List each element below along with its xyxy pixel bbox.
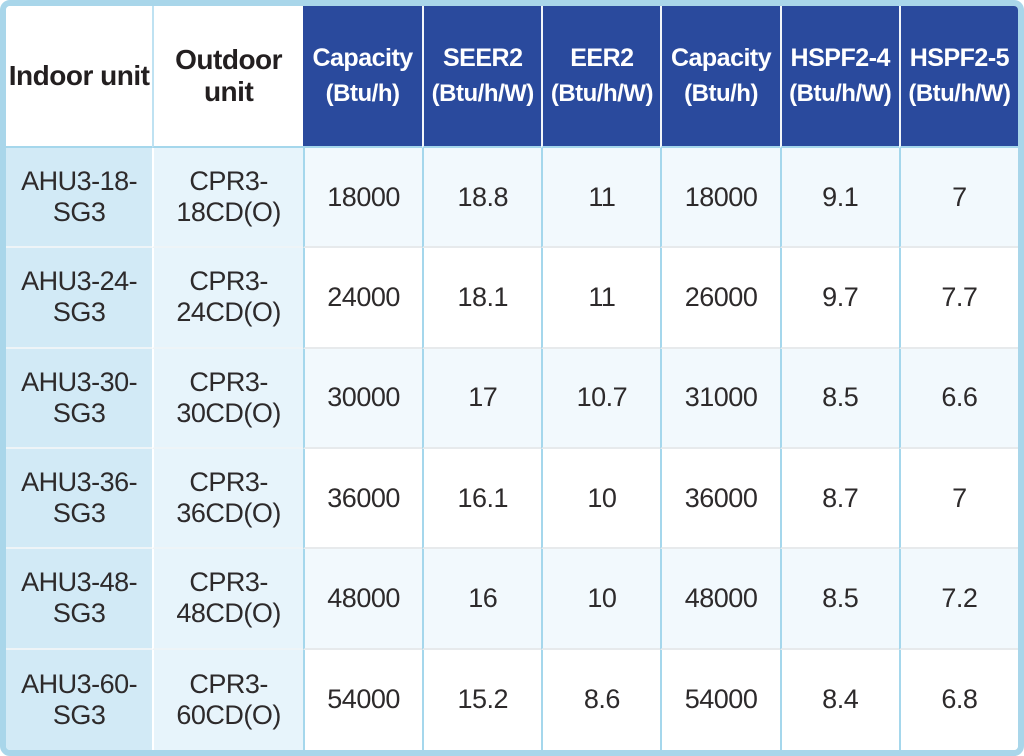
- header-cell-seer2: SEER2 (Btu/h/W): [422, 6, 542, 148]
- header-cell-capacity-cooling: Capacity (Btu/h): [303, 6, 423, 148]
- unit-spec-table: Indoor unit Outdoor unit Capacity (Btu/h…: [6, 6, 1018, 750]
- capacity-heating-cell: 31000: [660, 348, 780, 449]
- table-row: AHU3-36-SG3 CPR3-36CD(O) 36000 16.1 10 3…: [6, 448, 1018, 550]
- header-label: HSPF2-5: [909, 44, 1010, 73]
- hspf2-5-cell: 6.8: [898, 649, 1018, 750]
- table-row: AHU3-60-SG3 CPR3-60CD(O) 54000 15.2 8.6 …: [6, 649, 1018, 750]
- outdoor-unit-cell: CPR3-36CD(O): [152, 448, 303, 550]
- seer2-cell: 17: [422, 348, 542, 449]
- header-label: Indoor unit: [8, 60, 150, 91]
- header-cell-indoor-unit: Indoor unit: [6, 6, 153, 148]
- header-unit-label: (Btu/h/W): [431, 79, 535, 107]
- header-unit-label: (Btu/h): [684, 79, 758, 107]
- capacity-cooling-cell: 18000: [303, 148, 423, 249]
- header-cell-hspf2-4: HSPF2-4 (Btu/h/W): [779, 6, 899, 148]
- header-unit-label: (Btu/h/W): [789, 79, 892, 107]
- hspf2-4-cell: 9.1: [779, 148, 899, 249]
- table-row: AHU3-48-SG3 CPR3-48CD(O) 48000 16 10 480…: [6, 549, 1018, 650]
- header-label: Outdoor unit: [175, 44, 283, 107]
- seer2-cell: 16: [422, 549, 542, 650]
- hspf2-4-cell: 8.5: [779, 348, 899, 449]
- indoor-unit-cell: AHU3-30-SG3: [6, 348, 153, 449]
- eer2-cell: 10: [541, 448, 661, 550]
- header-unit-label: (Btu/h/W): [550, 79, 654, 107]
- capacity-cooling-cell: 48000: [303, 549, 423, 650]
- table-row: AHU3-18-SG3 CPR3-18CD(O) 18000 18.8 11 1…: [6, 148, 1018, 249]
- header-unit-label: (Btu/h/W): [908, 79, 1011, 107]
- capacity-cooling-cell: 30000: [303, 348, 423, 449]
- header-cell-capacity-heating: Capacity (Btu/h): [660, 6, 780, 148]
- outdoor-unit-cell: CPR3-48CD(O): [152, 549, 303, 650]
- header-label: Capacity: [670, 44, 772, 73]
- outdoor-unit-cell: CPR3-18CD(O): [152, 148, 303, 249]
- outdoor-unit-cell: CPR3-24CD(O): [152, 248, 303, 349]
- indoor-unit-cell: AHU3-24-SG3: [6, 248, 153, 349]
- hspf2-4-cell: 8.4: [779, 649, 899, 750]
- hspf2-4-cell: 9.7: [779, 248, 899, 349]
- capacity-heating-cell: 54000: [660, 649, 780, 750]
- header-unit-label: (Btu/h): [325, 79, 400, 107]
- hspf2-4-cell: 8.7: [779, 448, 899, 550]
- header-label: Capacity: [312, 44, 413, 73]
- seer2-cell: 18.8: [422, 148, 542, 249]
- outdoor-unit-cell: CPR3-60CD(O): [152, 649, 303, 750]
- capacity-cooling-cell: 54000: [303, 649, 423, 750]
- seer2-cell: 15.2: [422, 649, 542, 750]
- capacity-cooling-cell: 36000: [303, 448, 423, 550]
- header-cell-hspf2-5: HSPF2-5 (Btu/h/W): [898, 6, 1018, 148]
- header-label: EER2: [570, 44, 634, 73]
- hspf2-5-cell: 7.7: [898, 248, 1018, 349]
- hspf2-5-cell: 7.2: [898, 549, 1018, 650]
- indoor-unit-cell: AHU3-60-SG3: [6, 649, 153, 750]
- indoor-unit-cell: AHU3-36-SG3: [6, 448, 153, 550]
- eer2-cell: 10.7: [541, 348, 661, 449]
- seer2-cell: 18.1: [422, 248, 542, 349]
- eer2-cell: 10: [541, 549, 661, 650]
- header-row: Indoor unit Outdoor unit Capacity (Btu/h…: [6, 6, 1018, 148]
- eer2-cell: 11: [541, 248, 661, 349]
- header-label: HSPF2-4: [790, 44, 891, 73]
- hspf2-4-cell: 8.5: [779, 549, 899, 650]
- seer2-cell: 16.1: [422, 448, 542, 550]
- indoor-unit-cell: AHU3-18-SG3: [6, 148, 153, 249]
- hspf2-5-cell: 7: [898, 148, 1018, 249]
- capacity-heating-cell: 48000: [660, 549, 780, 650]
- capacity-heating-cell: 18000: [660, 148, 780, 249]
- eer2-cell: 8.6: [541, 649, 661, 750]
- header-cell-outdoor-unit: Outdoor unit: [152, 6, 303, 148]
- header-cell-eer2: EER2 (Btu/h/W): [541, 6, 661, 148]
- header-label: SEER2: [442, 44, 523, 73]
- hspf2-5-cell: 6.6: [898, 348, 1018, 449]
- table-row: AHU3-30-SG3 CPR3-30CD(O) 30000 17 10.7 3…: [6, 348, 1018, 449]
- outdoor-unit-cell: CPR3-30CD(O): [152, 348, 303, 449]
- capacity-cooling-cell: 24000: [303, 248, 423, 349]
- hspf2-5-cell: 7: [898, 448, 1018, 550]
- capacity-heating-cell: 26000: [660, 248, 780, 349]
- eer2-cell: 11: [541, 148, 661, 249]
- indoor-unit-cell: AHU3-48-SG3: [6, 549, 153, 650]
- table-row: AHU3-24-SG3 CPR3-24CD(O) 24000 18.1 11 2…: [6, 248, 1018, 349]
- capacity-heating-cell: 36000: [660, 448, 780, 550]
